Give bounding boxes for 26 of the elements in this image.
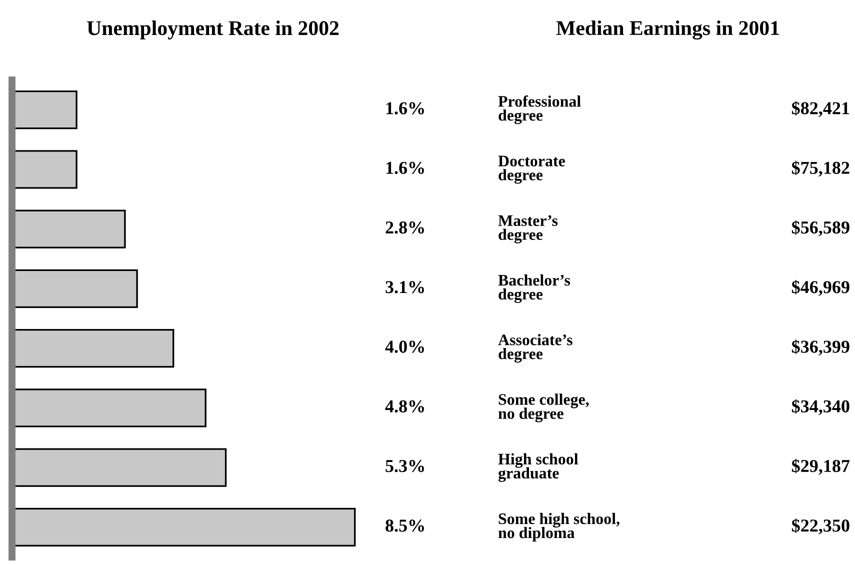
category-label: Some college, no degree [498,394,589,422]
data-label: 2.8% [386,221,424,234]
text: Median Earnings in 2001 [556,20,779,40]
data-label: $22,350 [792,518,850,534]
data-label: $34,340 [792,399,850,416]
data-label: 4.0% [385,340,424,353]
data-label: $82,421 [792,101,850,117]
category-label: High school graduate [498,453,578,482]
category-label: Professional degree [498,95,581,124]
data-label: $56,589 [792,220,850,236]
category-label: Some high school, no diploma [498,512,620,542]
data-label: $29,187 [792,458,850,475]
data-label: 5.3% [386,460,424,472]
chart-title: Unemployment Rate in 2002 [87,20,339,40]
data-label: 4.8% [385,400,424,413]
data-label: $36,399 [792,340,850,356]
data-label: 1.6% [386,162,424,174]
category-label: Bachelor’s degree [498,274,570,303]
data-label: 3.1% [386,281,424,294]
data-label: 1.6% [386,102,424,114]
category-label: Associate’s degree [498,334,572,363]
data-label: 8.5% [386,520,424,532]
data-label: $75,182 [792,160,850,177]
data-label: $46,969 [792,280,850,296]
category-label: Master’s degree [498,215,558,244]
category-label: Doctorate degree [498,156,565,184]
